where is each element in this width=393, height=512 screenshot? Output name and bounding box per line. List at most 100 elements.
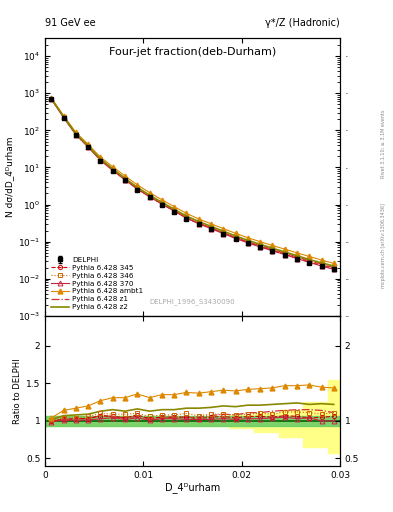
- Pythia 6.428 346: [246, 239, 250, 245]
- Text: 91 GeV ee: 91 GeV ee: [45, 18, 96, 28]
- Pythia 6.428 346: [221, 229, 226, 236]
- Pythia 6.428 345: [123, 177, 127, 183]
- Line: Pythia 6.428 345: Pythia 6.428 345: [49, 97, 336, 270]
- Pythia 6.428 ambt1: [110, 164, 115, 170]
- Pythia 6.428 z2: [184, 213, 189, 219]
- Pythia 6.428 z2: [307, 257, 312, 263]
- Pythia 6.428 ambt1: [331, 260, 336, 266]
- Pythia 6.428 370: [221, 230, 226, 237]
- Pythia 6.428 ambt1: [319, 257, 324, 263]
- Pythia 6.428 370: [135, 186, 140, 192]
- Pythia 6.428 z2: [258, 241, 263, 247]
- Pythia 6.428 z1: [246, 239, 250, 245]
- Pythia 6.428 z1: [123, 177, 127, 183]
- Pythia 6.428 345: [86, 144, 90, 150]
- Pythia 6.428 z1: [209, 225, 213, 231]
- Pythia 6.428 z1: [110, 167, 115, 173]
- Pythia 6.428 ambt1: [282, 246, 287, 252]
- Text: Four-jet fraction(deb-Durham): Four-jet fraction(deb-Durham): [109, 47, 276, 57]
- Pythia 6.428 ambt1: [209, 221, 213, 227]
- Pythia 6.428 z1: [61, 114, 66, 120]
- Pythia 6.428 370: [270, 248, 275, 254]
- Pythia 6.428 z2: [246, 237, 250, 243]
- Pythia 6.428 345: [135, 185, 140, 191]
- Pythia 6.428 370: [184, 215, 189, 221]
- Line: Pythia 6.428 z2: Pythia 6.428 z2: [51, 99, 334, 266]
- Pythia 6.428 ambt1: [160, 197, 164, 203]
- Pythia 6.428 346: [49, 96, 54, 102]
- Pythia 6.428 345: [270, 247, 275, 253]
- Pythia 6.428 z2: [295, 252, 299, 259]
- Pythia 6.428 345: [307, 259, 312, 265]
- Pythia 6.428 ambt1: [221, 226, 226, 232]
- Pythia 6.428 z1: [98, 157, 103, 163]
- Pythia 6.428 370: [295, 255, 299, 262]
- Pythia 6.428 346: [307, 258, 312, 264]
- Pythia 6.428 ambt1: [98, 154, 103, 160]
- Pythia 6.428 345: [172, 208, 176, 214]
- Pythia 6.428 z1: [295, 254, 299, 260]
- Pythia 6.428 z1: [307, 258, 312, 264]
- Pythia 6.428 370: [160, 201, 164, 207]
- Pythia 6.428 370: [282, 251, 287, 258]
- Pythia 6.428 z2: [270, 245, 275, 251]
- Pythia 6.428 z2: [73, 131, 78, 137]
- Pythia 6.428 346: [282, 250, 287, 257]
- Pythia 6.428 346: [86, 143, 90, 150]
- Pythia 6.428 ambt1: [135, 182, 140, 188]
- Pythia 6.428 346: [295, 254, 299, 260]
- Line: Pythia 6.428 ambt1: Pythia 6.428 ambt1: [49, 96, 336, 266]
- Pythia 6.428 z1: [86, 144, 90, 150]
- Pythia 6.428 z1: [184, 215, 189, 221]
- Pythia 6.428 345: [49, 96, 54, 102]
- Pythia 6.428 z1: [258, 243, 263, 249]
- Text: DELPHI_1996_S3430090: DELPHI_1996_S3430090: [150, 298, 235, 305]
- Y-axis label: Ratio to DELPHI: Ratio to DELPHI: [13, 358, 22, 424]
- Pythia 6.428 z2: [86, 143, 90, 149]
- Pythia 6.428 370: [233, 236, 238, 242]
- Pythia 6.428 346: [147, 193, 152, 199]
- Pythia 6.428 345: [209, 225, 213, 231]
- Pythia 6.428 z2: [147, 192, 152, 198]
- Pythia 6.428 346: [160, 200, 164, 206]
- Pythia 6.428 z1: [221, 229, 226, 236]
- Pythia 6.428 345: [331, 265, 336, 271]
- Pythia 6.428 z2: [233, 233, 238, 239]
- Pythia 6.428 345: [246, 240, 250, 246]
- Pythia 6.428 z2: [123, 175, 127, 181]
- Pythia 6.428 z1: [49, 96, 54, 102]
- Pythia 6.428 ambt1: [246, 234, 250, 241]
- Pythia 6.428 346: [110, 166, 115, 173]
- Pythia 6.428 z1: [160, 201, 164, 207]
- Pythia 6.428 346: [73, 131, 78, 137]
- Legend: DELPHI, Pythia 6.428 345, Pythia 6.428 346, Pythia 6.428 370, Pythia 6.428 ambt1: DELPHI, Pythia 6.428 345, Pythia 6.428 3…: [49, 255, 145, 312]
- Pythia 6.428 z1: [270, 246, 275, 252]
- Pythia 6.428 z2: [135, 184, 140, 190]
- Pythia 6.428 z1: [196, 220, 201, 226]
- Pythia 6.428 370: [209, 226, 213, 232]
- Pythia 6.428 z2: [209, 223, 213, 229]
- Pythia 6.428 346: [172, 207, 176, 214]
- Pythia 6.428 ambt1: [61, 113, 66, 119]
- Pythia 6.428 345: [258, 244, 263, 250]
- Text: γ*/Z (Hadronic): γ*/Z (Hadronic): [265, 18, 340, 28]
- Pythia 6.428 346: [319, 262, 324, 268]
- Pythia 6.428 345: [110, 167, 115, 173]
- Pythia 6.428 345: [184, 215, 189, 221]
- Pythia 6.428 z2: [49, 96, 54, 102]
- Pythia 6.428 ambt1: [270, 242, 275, 248]
- Pythia 6.428 345: [160, 201, 164, 207]
- Pythia 6.428 z2: [196, 219, 201, 225]
- Pythia 6.428 346: [135, 185, 140, 191]
- Pythia 6.428 370: [49, 96, 54, 102]
- Pythia 6.428 ambt1: [196, 216, 201, 222]
- Pythia 6.428 ambt1: [73, 130, 78, 136]
- Pythia 6.428 346: [184, 214, 189, 220]
- Pythia 6.428 ambt1: [307, 253, 312, 260]
- Pythia 6.428 z1: [135, 186, 140, 192]
- Pythia 6.428 z2: [61, 114, 66, 120]
- Pythia 6.428 z1: [319, 261, 324, 267]
- Pythia 6.428 z2: [172, 206, 176, 212]
- Pythia 6.428 ambt1: [123, 173, 127, 179]
- Pythia 6.428 346: [209, 224, 213, 230]
